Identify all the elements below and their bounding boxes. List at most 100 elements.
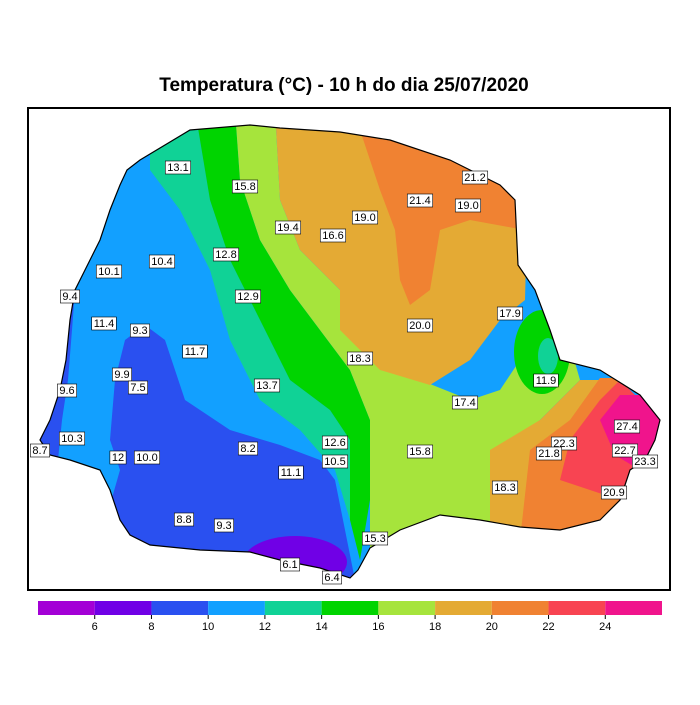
label-box [57,383,77,398]
label-box [461,170,489,185]
label-box [533,373,559,388]
label-box [95,264,123,279]
colorbar-segment [151,601,209,615]
station-label: 6.4 [324,572,339,584]
station-label: 10.4 [151,256,172,268]
label-box [451,395,479,410]
label-box [406,444,434,459]
station-label: 12.9 [237,291,258,303]
label-box [60,289,80,304]
colorbar-tick-label: 20 [486,621,498,633]
colorbar-tick-label: 24 [599,621,611,633]
colorbar-segment [94,601,152,615]
label-box [182,344,208,359]
label-box [238,441,258,456]
station-label: 22.7 [614,445,635,457]
colorbar-segment [264,601,322,615]
label-box [496,306,524,321]
station-label: 10.5 [324,456,345,468]
station-label: 27.4 [616,421,637,433]
colorbar-tick-label: 16 [372,621,384,633]
label-box [148,254,176,269]
label-box [231,179,259,194]
label-box [321,435,349,450]
label-box [274,220,302,235]
label-box [109,450,127,465]
map-title: Temperatura (°C) - 10 h do dia 25/07/202… [159,75,528,96]
station-label: 18.3 [494,482,515,494]
colorbar-tick-label: 6 [92,621,98,633]
colorbar-tick-label: 10 [202,621,214,633]
label-box [214,518,234,533]
station-label: 7.5 [130,382,145,394]
label-box [174,512,194,527]
label-box [253,378,281,393]
station-label: 15.8 [409,446,430,458]
label-box [133,450,161,465]
label-box [280,557,300,572]
label-box [613,419,641,434]
station-label: 9.6 [59,385,74,397]
station-label: 12.6 [324,437,345,449]
colorbar-segment [38,601,95,615]
colorbar-segment [378,601,436,615]
label-box [611,443,639,458]
colorbar-segment [491,601,549,615]
station-label: 17.4 [454,397,475,409]
colorbar-tick-label: 18 [429,621,441,633]
colorbar-segment [321,601,379,615]
colorbar-tick-label: 22 [542,621,554,633]
station-label: 16.6 [322,230,343,242]
station-label: 13.7 [256,380,277,392]
label-box [112,367,132,382]
label-box [322,570,342,585]
station-label: 17.9 [499,308,520,320]
station-label: 12 [112,452,124,464]
label-box [130,323,150,338]
station-label: 23.3 [634,456,655,468]
station-label: 13.1 [167,162,188,174]
label-box [234,289,262,304]
colorbar: 6 8 10 12 14 16 18 20 22 24 [38,601,662,633]
label-box [164,160,192,175]
station-label: 8.2 [240,443,255,455]
label-box [406,193,434,208]
station-label: 10.1 [98,266,119,278]
station-label: 8.7 [32,445,47,457]
station-label: 21.4 [409,195,430,207]
label-box [600,485,628,500]
station-label: 11.4 [94,318,115,330]
label-box [346,351,374,366]
station-label: 19.0 [457,200,478,212]
label-box [91,316,117,331]
station-label: 11.9 [536,375,557,387]
station-label: 9.9 [114,369,129,381]
label-box [319,228,347,243]
label-box [30,443,50,458]
label-box [321,454,349,469]
station-label: 9.3 [132,325,147,337]
station-label: 12.8 [215,249,236,261]
colorbar-tick-label: 12 [259,621,271,633]
station-label: 20.0 [409,320,430,332]
colorbar-segment [208,601,265,615]
colorbar-segment [605,601,662,615]
colorbar-segment [548,601,606,615]
label-box [58,431,86,446]
station-label: 8.8 [176,514,191,526]
station-label: 9.3 [216,520,231,532]
label-box [631,454,659,469]
station-label: 19.0 [354,212,375,224]
state-outline [39,124,661,579]
temperature-field [40,125,660,578]
station-label: 6.1 [282,559,297,571]
label-box [361,531,389,546]
label-box [351,210,379,225]
station-labels: 13.1 15.8 21.2 21.4 19.0 19.0 19.4 16.6 12.8 10.4… [30,160,659,585]
label-box [212,247,240,262]
station-label: 11.1 [281,467,302,479]
colorbar-tick-label: 14 [316,621,328,633]
label-box [454,198,482,213]
